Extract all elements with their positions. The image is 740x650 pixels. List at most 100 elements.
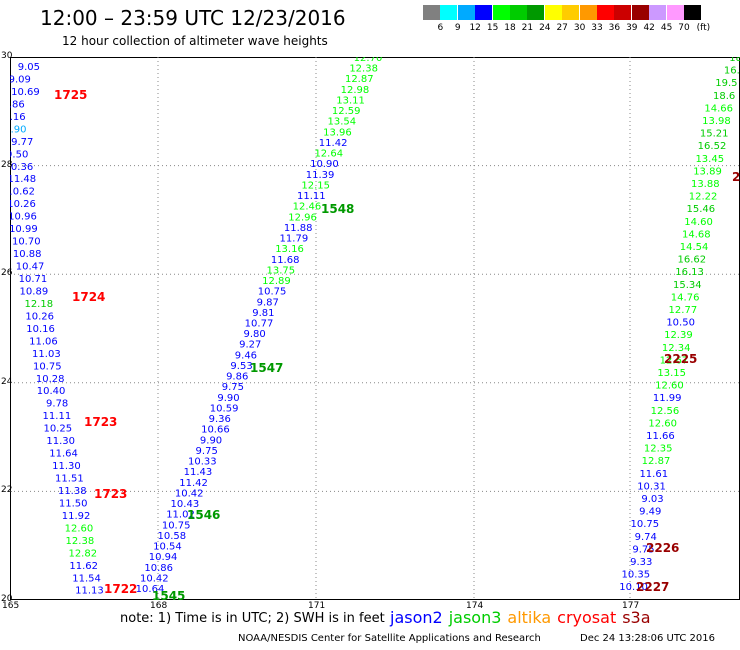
pass-time-label: 2226 — [646, 541, 679, 555]
pass-time-label: 1546 — [187, 508, 220, 522]
legend-label: 15 — [486, 23, 499, 33]
swh-value-track-1548: 9.81 — [252, 308, 274, 319]
swh-value-track-1725: 10.40 — [37, 386, 66, 397]
legend-swatch — [492, 5, 510, 20]
swh-value-track-2225: 9.74 — [635, 532, 657, 543]
swh-value-track-1725: 11.54 — [72, 573, 101, 584]
swh-value-track-2225: 12.56 — [651, 406, 680, 417]
swh-value-track-2225: 12.67 — [660, 355, 689, 366]
pass-time-label: 2225 — [664, 352, 697, 366]
swh-value-track-1725: 11.62 — [69, 561, 98, 572]
units-note: note: 1) Time is in UTC; 2) SWH is in fe… — [120, 611, 385, 626]
swh-value-track-1548: 13.11 — [336, 95, 365, 106]
legend-label: 24 — [539, 23, 551, 33]
pass-time-label: 2227 — [636, 580, 669, 594]
lon-tick-label: 171 — [308, 601, 326, 611]
pass-time-label: 1548 — [321, 202, 354, 216]
swh-value-track-2225: 12.87 — [642, 456, 671, 467]
lon-tick-label: 165 — [2, 601, 20, 611]
legend-label: 70 — [678, 23, 690, 33]
swh-value-track-1725: 10.96 — [10, 212, 37, 223]
legend-swatch — [597, 5, 614, 20]
swh-value-track-1725: 10.25 — [43, 424, 72, 435]
swh-value-track-2225: 12.34 — [662, 343, 691, 354]
swh-value-track-2225: 14.68 — [682, 229, 711, 240]
swh-value-track-1725: 10.16 — [26, 324, 55, 335]
lat-tick-label: 24 — [1, 376, 13, 387]
plot-frame — [10, 57, 740, 600]
legend-label: 45 — [660, 23, 673, 33]
legend-swatch — [631, 5, 649, 20]
lon-tick-label: 174 — [466, 601, 484, 611]
swh-value-track-1725: 11.38 — [58, 486, 87, 497]
legend-swatch — [684, 5, 701, 20]
swh-value-track-1725: 10.47 — [16, 262, 45, 273]
swh-value-track-1548: 10.33 — [188, 457, 217, 468]
swh-value-track-1548: 12.96 — [288, 212, 317, 223]
swh-value-track-1548: 9.87 — [257, 297, 279, 308]
swh-value-track-1548: 9.90 — [200, 435, 222, 446]
swh-value-track-1725: 10.89 — [20, 286, 49, 297]
legend-label: 36 — [608, 23, 621, 33]
swh-value-track-1725: 12.60 — [65, 523, 94, 534]
swh-value-track-2225: 14.60 — [684, 217, 713, 228]
swh-value-track-1548: 10.86 — [144, 563, 173, 574]
legend-label: 42 — [643, 23, 655, 33]
swh-value-track-1548: 9.90 — [217, 393, 239, 404]
swh-value-track-1725: 11.06 — [29, 336, 58, 347]
legend-label: 39 — [626, 23, 638, 33]
swh-value-track-2225: 12.60 — [655, 381, 684, 392]
swh-value-track-2225: 9.33 — [630, 557, 652, 568]
lon-tick-label: 168 — [150, 601, 168, 611]
swh-value-track-2225: 12.60 — [648, 418, 677, 429]
swh-value-track-1548: 9.36 — [209, 414, 231, 425]
swh-value-track-1725: 9.50 — [10, 149, 28, 160]
swh-value-track-1725: 9.77 — [11, 137, 33, 148]
swh-value-track-1548: 10.42 — [140, 573, 169, 584]
swh-value-track-1548: 12.98 — [341, 85, 370, 96]
swh-value-track-1725: 10.88 — [13, 249, 42, 260]
swh-value-track-2225: 16.62 — [678, 255, 707, 266]
legend-swatch — [475, 5, 493, 20]
swh-value-track-2225: 13.15 — [657, 368, 686, 379]
swh-value-track-1548: 12.15 — [301, 180, 330, 191]
swh-value-track-1548: 12.64 — [314, 149, 343, 160]
lon-tick-label: 177 — [622, 601, 640, 611]
swh-value-track-1548: 11.42 — [179, 478, 208, 489]
swh-value-track-2225: 15.34 — [673, 280, 702, 291]
swh-value-track-1548: 10.66 — [201, 425, 230, 436]
page-subtitle: 12 hour collection of altimeter wave hei… — [62, 34, 328, 48]
legend-swatch — [544, 5, 562, 20]
swh-value-track-1548: 13.96 — [323, 127, 352, 138]
swh-value-track-2225: 13.89 — [693, 166, 722, 177]
swh-value-track-2225: 14.76 — [671, 292, 700, 303]
swh-value-track-2225: 10.75 — [630, 519, 659, 530]
legend-label: 18 — [504, 23, 516, 33]
swh-value-track-1548: 9.86 — [226, 372, 248, 383]
swh-value-track-2225: 10.10 — [619, 582, 648, 593]
swh-value-track-1548: 12.87 — [345, 74, 374, 85]
swh-value-track-2225: 11.99 — [653, 393, 682, 404]
swh-value-track-1725: 12.82 — [68, 548, 97, 559]
swh-value-track-1548: 9.46 — [235, 350, 257, 361]
satellite-altika: altika — [507, 608, 552, 627]
swh-value-track-1548: 11.42 — [319, 138, 348, 149]
legend-swatch — [510, 5, 527, 20]
legend-swatch — [457, 5, 475, 20]
satellite-s3a: s3a — [622, 608, 651, 627]
swh-value-track-2225: 14.54 — [680, 242, 709, 253]
swh-value-track-2225: 16.13 — [675, 267, 704, 278]
pass-time-label: 1545 — [152, 589, 185, 600]
swh-value-track-1725: 9.78 — [46, 399, 68, 410]
swh-value-track-2225: 11.66 — [646, 431, 675, 442]
swh-value-track-1725: 10.99 — [10, 224, 38, 235]
swh-value-track-1548: 10.59 — [210, 403, 239, 414]
pass-time-label: 1723 — [84, 415, 117, 429]
swh-value-track-1725: 10.69 — [11, 87, 40, 98]
swh-value-track-1548: 12.46 — [293, 202, 322, 213]
swh-value-track-1548: 13.75 — [266, 265, 295, 276]
wave-height-map: 9.059.0910.699.869.168.909.779.5010.3611… — [10, 57, 740, 600]
swh-value-track-1725: 11.50 — [59, 498, 88, 509]
swh-value-track-1725: 10.75 — [33, 361, 62, 372]
swh-value-track-1548: 13.16 — [275, 244, 304, 255]
